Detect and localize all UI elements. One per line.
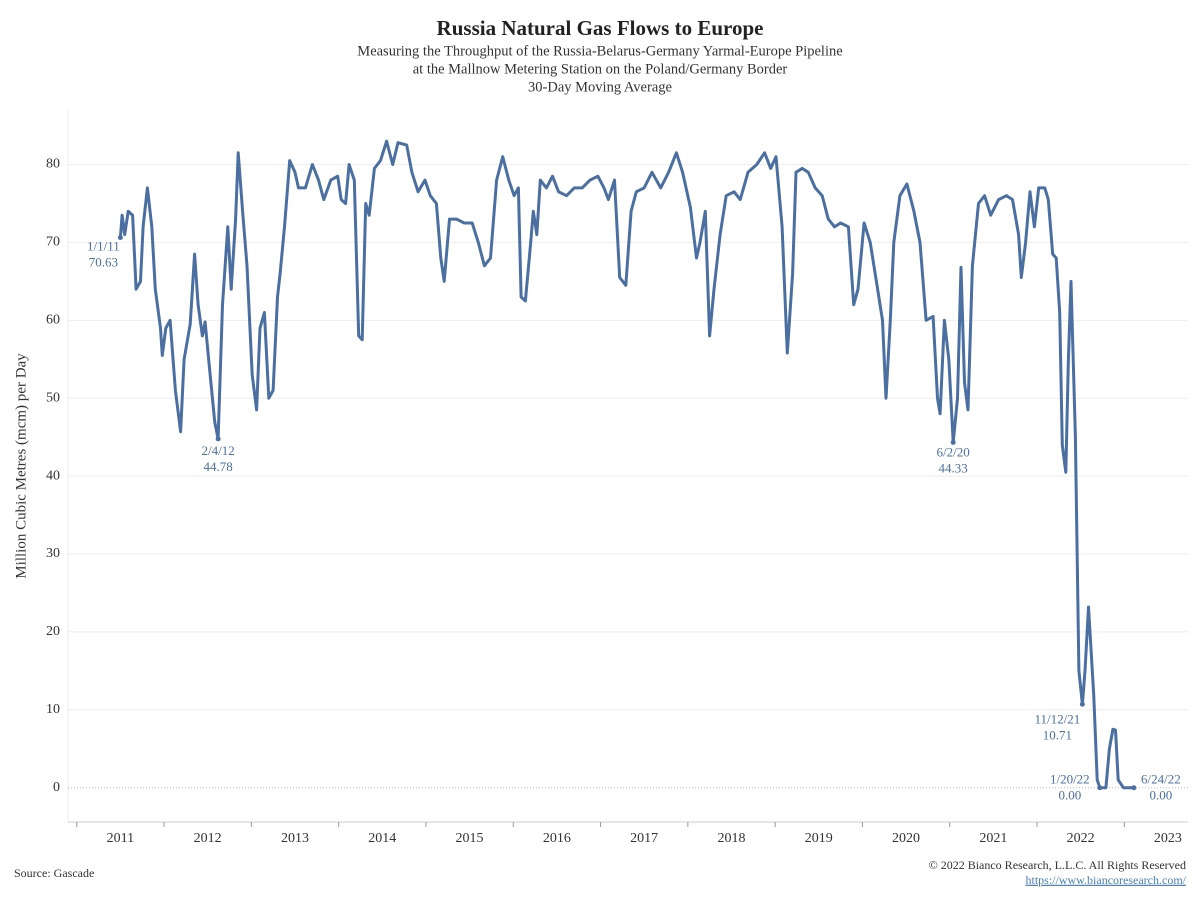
x-tick-label: 2016	[543, 831, 571, 846]
y-tick-label: 70	[46, 235, 60, 250]
annotation-value: 44.78	[204, 459, 233, 474]
x-tick-label: 2020	[892, 831, 920, 846]
annotation-date: 2/4/12	[202, 443, 235, 458]
source: Source: Gascade	[14, 866, 94, 880]
y-tick-label: 20	[46, 624, 60, 639]
subtitle: 30-Day Moving Average	[528, 79, 672, 95]
x-tick-label: 2012	[194, 831, 222, 846]
annotation-value: 70.63	[89, 255, 118, 270]
y-axis-label: Million Cubic Metres (mcm) per Day	[13, 353, 29, 579]
link[interactable]: https://www.biancoresearch.com/	[1025, 873, 1186, 887]
y-tick-label: 80	[46, 157, 60, 172]
x-tick-label: 2019	[805, 831, 833, 846]
annotation-value: 44.33	[939, 460, 968, 475]
x-tick-label: 2023	[1154, 831, 1182, 846]
annotation-point	[1079, 701, 1085, 707]
annotation-point	[215, 436, 221, 442]
annotation-value: 0.00	[1150, 788, 1173, 803]
x-tick-label: 2014	[368, 831, 396, 846]
y-tick-label: 30	[46, 546, 60, 561]
y-tick-label: 50	[46, 390, 60, 405]
annotation-date: 1/20/22	[1050, 772, 1090, 787]
annotation-date: 11/12/21	[1034, 711, 1080, 726]
annotation-point	[117, 235, 123, 241]
annotation-date: 1/1/11	[87, 239, 120, 254]
copyright: © 2022 Bianco Research, L.L.C. All Right…	[929, 858, 1186, 872]
y-tick-label: 40	[46, 468, 60, 483]
chart-title: Russia Natural Gas Flows to Europe	[437, 16, 764, 40]
data-line	[118, 139, 1134, 790]
x-tick-label: 2018	[717, 831, 745, 846]
x-tick-label: 2022	[1067, 831, 1095, 846]
annotation-value: 10.71	[1043, 727, 1072, 742]
x-tick-label: 2011	[107, 831, 134, 846]
y-tick-label: 60	[46, 313, 60, 328]
annotation-point	[1131, 785, 1137, 791]
annotation-date: 6/24/22	[1141, 772, 1181, 787]
annotation-value: 0.00	[1058, 788, 1081, 803]
y-tick-label: 0	[53, 780, 60, 795]
x-tick-label: 2015	[456, 831, 484, 846]
y-tick-label: 10	[46, 702, 60, 717]
subtitle: at the Mallnow Metering Station on the P…	[413, 61, 788, 77]
subtitle: Measuring the Throughput of the Russia-B…	[357, 43, 842, 59]
annotation-date: 6/2/20	[937, 444, 970, 459]
x-tick-label: 2017	[630, 831, 658, 846]
x-tick-label: 2021	[979, 831, 1007, 846]
annotation-point	[1097, 785, 1103, 791]
annotation-point	[950, 439, 956, 445]
x-tick-label: 2013	[281, 831, 309, 846]
